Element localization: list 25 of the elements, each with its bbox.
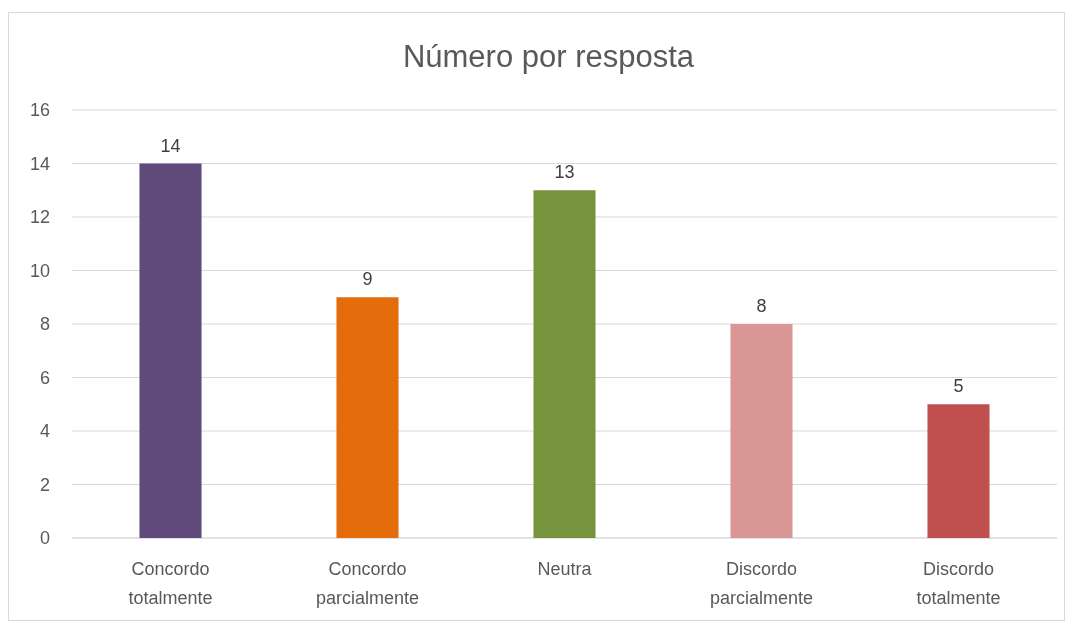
y-tick-label: 8 <box>39 314 50 335</box>
chart-title: Número por resposta <box>402 39 695 74</box>
x-tick-label: Discordo parcialmente <box>709 559 814 608</box>
y-tick-label: 0 <box>39 528 50 549</box>
x-tick-label: Concordo totalmente <box>128 559 213 608</box>
bar <box>533 190 596 538</box>
y-tick-label: 4 <box>39 421 50 442</box>
data-label: 9 <box>362 269 373 290</box>
y-tick-label: 6 <box>39 367 50 388</box>
y-tick-label: 12 <box>29 207 50 228</box>
data-label: 13 <box>554 162 575 183</box>
y-tick-label: 14 <box>29 153 50 174</box>
bar <box>139 163 202 538</box>
data-label: 5 <box>953 376 964 397</box>
data-label: 14 <box>160 135 181 156</box>
bar <box>927 404 990 538</box>
x-tick-label: Discordo totalmente <box>916 559 1001 608</box>
y-tick-label: 10 <box>29 260 50 281</box>
y-tick-label: 16 <box>29 100 50 121</box>
y-tick-label: 2 <box>39 474 50 495</box>
bar <box>730 324 793 538</box>
bar <box>336 297 399 538</box>
x-tick-label: Neutra <box>537 559 593 579</box>
data-label: 8 <box>756 296 767 316</box>
x-tick-label: Concordo parcialmente <box>315 559 420 608</box>
